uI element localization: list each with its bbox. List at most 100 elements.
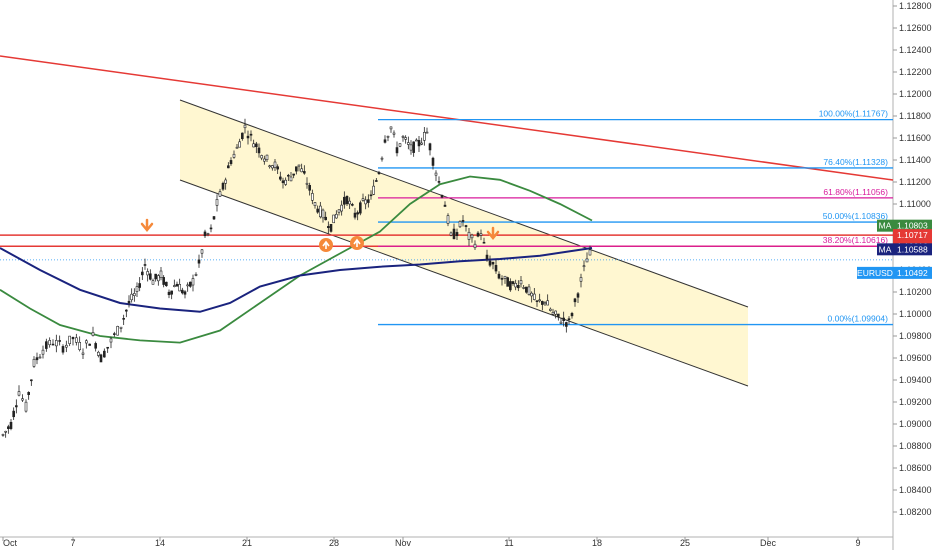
candle-body bbox=[359, 202, 362, 214]
candle-body bbox=[324, 216, 327, 221]
candle-body bbox=[246, 135, 250, 139]
candle-body bbox=[133, 293, 136, 296]
candle-body bbox=[78, 342, 81, 350]
candle-body bbox=[85, 340, 88, 344]
candle-body bbox=[38, 356, 42, 359]
fibonacci-retracement[interactable]: 100.00%(1.11767) 76.40%(1.11328) 61.80%(1.… bbox=[378, 109, 893, 326]
candle-body bbox=[9, 421, 13, 429]
candle-body bbox=[527, 286, 531, 295]
trendline-line bbox=[0, 55, 894, 181]
price-tag-value: 1.10492 bbox=[897, 268, 928, 278]
candle-body bbox=[509, 281, 512, 291]
candle-body bbox=[428, 143, 432, 151]
candle-body bbox=[178, 284, 181, 292]
candle-body bbox=[327, 226, 330, 228]
y-tick-label: 1.10000 bbox=[899, 309, 932, 319]
candle-body bbox=[212, 216, 216, 220]
candle-body bbox=[12, 410, 15, 418]
y-tick-label: 1.08400 bbox=[899, 485, 932, 495]
price-tags: MA1.108031.107171.10616MA1.10588EURUSD1.… bbox=[857, 219, 932, 279]
candle-body bbox=[165, 281, 168, 287]
candle-body bbox=[335, 213, 338, 219]
y-tick-label: 1.11800 bbox=[899, 111, 931, 121]
price-tag-value: 1.10717 bbox=[897, 230, 928, 240]
x-tick-label: Dec bbox=[760, 538, 777, 548]
candle-body bbox=[409, 144, 413, 151]
descending-channel[interactable] bbox=[179, 99, 749, 387]
candle-body bbox=[91, 332, 95, 336]
y-tick-label: 1.09200 bbox=[899, 397, 932, 407]
candle-body bbox=[367, 199, 370, 203]
price-tag-label-box bbox=[877, 219, 893, 232]
candle-body bbox=[503, 275, 507, 279]
candle-body bbox=[284, 179, 287, 185]
candle-body bbox=[15, 405, 18, 408]
candle-body bbox=[1, 434, 5, 436]
candle-body bbox=[206, 233, 210, 235]
candle-body bbox=[24, 401, 28, 412]
candle-body bbox=[61, 346, 65, 353]
x-tick-label: Oct bbox=[3, 538, 18, 548]
red-trendline[interactable] bbox=[0, 55, 894, 181]
candle-body bbox=[175, 283, 179, 287]
candle-body bbox=[7, 426, 10, 429]
candle-body bbox=[446, 215, 450, 224]
candle-body bbox=[407, 142, 410, 145]
x-tick-label: 28 bbox=[329, 538, 339, 548]
candle-body bbox=[557, 313, 560, 317]
y-tick-label: 1.12400 bbox=[899, 45, 932, 55]
candle-body bbox=[461, 220, 465, 222]
candle-body bbox=[479, 233, 483, 236]
candle-body bbox=[143, 264, 147, 266]
candle-body bbox=[97, 351, 100, 356]
candle-body bbox=[119, 326, 123, 329]
candle-body bbox=[395, 147, 399, 154]
x-tick-label: 11 bbox=[504, 538, 513, 548]
candle-body bbox=[58, 340, 61, 342]
candle-body bbox=[292, 173, 295, 176]
candle-body bbox=[209, 227, 213, 230]
candle-body bbox=[281, 180, 285, 184]
candle-body bbox=[565, 322, 568, 327]
candle-body bbox=[340, 204, 343, 212]
candle-body bbox=[191, 278, 195, 286]
time-axis[interactable]: Oct 7 14 21 28 Nov 11 18 25 Dec 9 bbox=[2, 537, 861, 548]
candle-body bbox=[32, 358, 36, 367]
candle-body bbox=[249, 133, 253, 136]
candle-body bbox=[235, 146, 239, 149]
candle-body bbox=[65, 344, 68, 348]
x-tick-label: 9 bbox=[855, 538, 860, 548]
fib-level-label: 0.00%(1.09904) bbox=[828, 314, 889, 324]
candle-body bbox=[197, 259, 201, 264]
y-tick-label: 1.08800 bbox=[899, 441, 932, 451]
candle-body bbox=[159, 270, 163, 278]
candle-body bbox=[227, 165, 230, 169]
candle-body bbox=[27, 392, 30, 395]
candle-body bbox=[455, 232, 459, 237]
candle-body bbox=[238, 141, 241, 148]
candle-body bbox=[517, 284, 520, 289]
candle-body bbox=[17, 391, 21, 396]
candle-body bbox=[570, 313, 574, 317]
x-tick-label: 21 bbox=[242, 538, 252, 548]
candle-body bbox=[194, 274, 198, 276]
candle-body bbox=[343, 196, 346, 205]
candle-body bbox=[271, 165, 274, 169]
price-axis[interactable]: 1.12800 1.12600 1.12400 1.12200 1.12000 1.118… bbox=[893, 1, 932, 517]
candle-body bbox=[170, 290, 173, 295]
candle-body bbox=[497, 273, 501, 279]
price-tag-label-box bbox=[877, 243, 893, 256]
candle-body bbox=[337, 209, 341, 213]
price-tag-box bbox=[893, 266, 932, 279]
candle-body bbox=[154, 273, 157, 280]
candle-body bbox=[183, 291, 187, 295]
candle-body bbox=[562, 317, 565, 321]
x-tick-label: 18 bbox=[592, 538, 602, 548]
candle-body bbox=[579, 277, 583, 282]
y-tick-label: 1.11400 bbox=[899, 155, 931, 165]
candle-body bbox=[412, 141, 415, 153]
candle-body bbox=[81, 352, 85, 355]
candle-body bbox=[452, 228, 456, 240]
